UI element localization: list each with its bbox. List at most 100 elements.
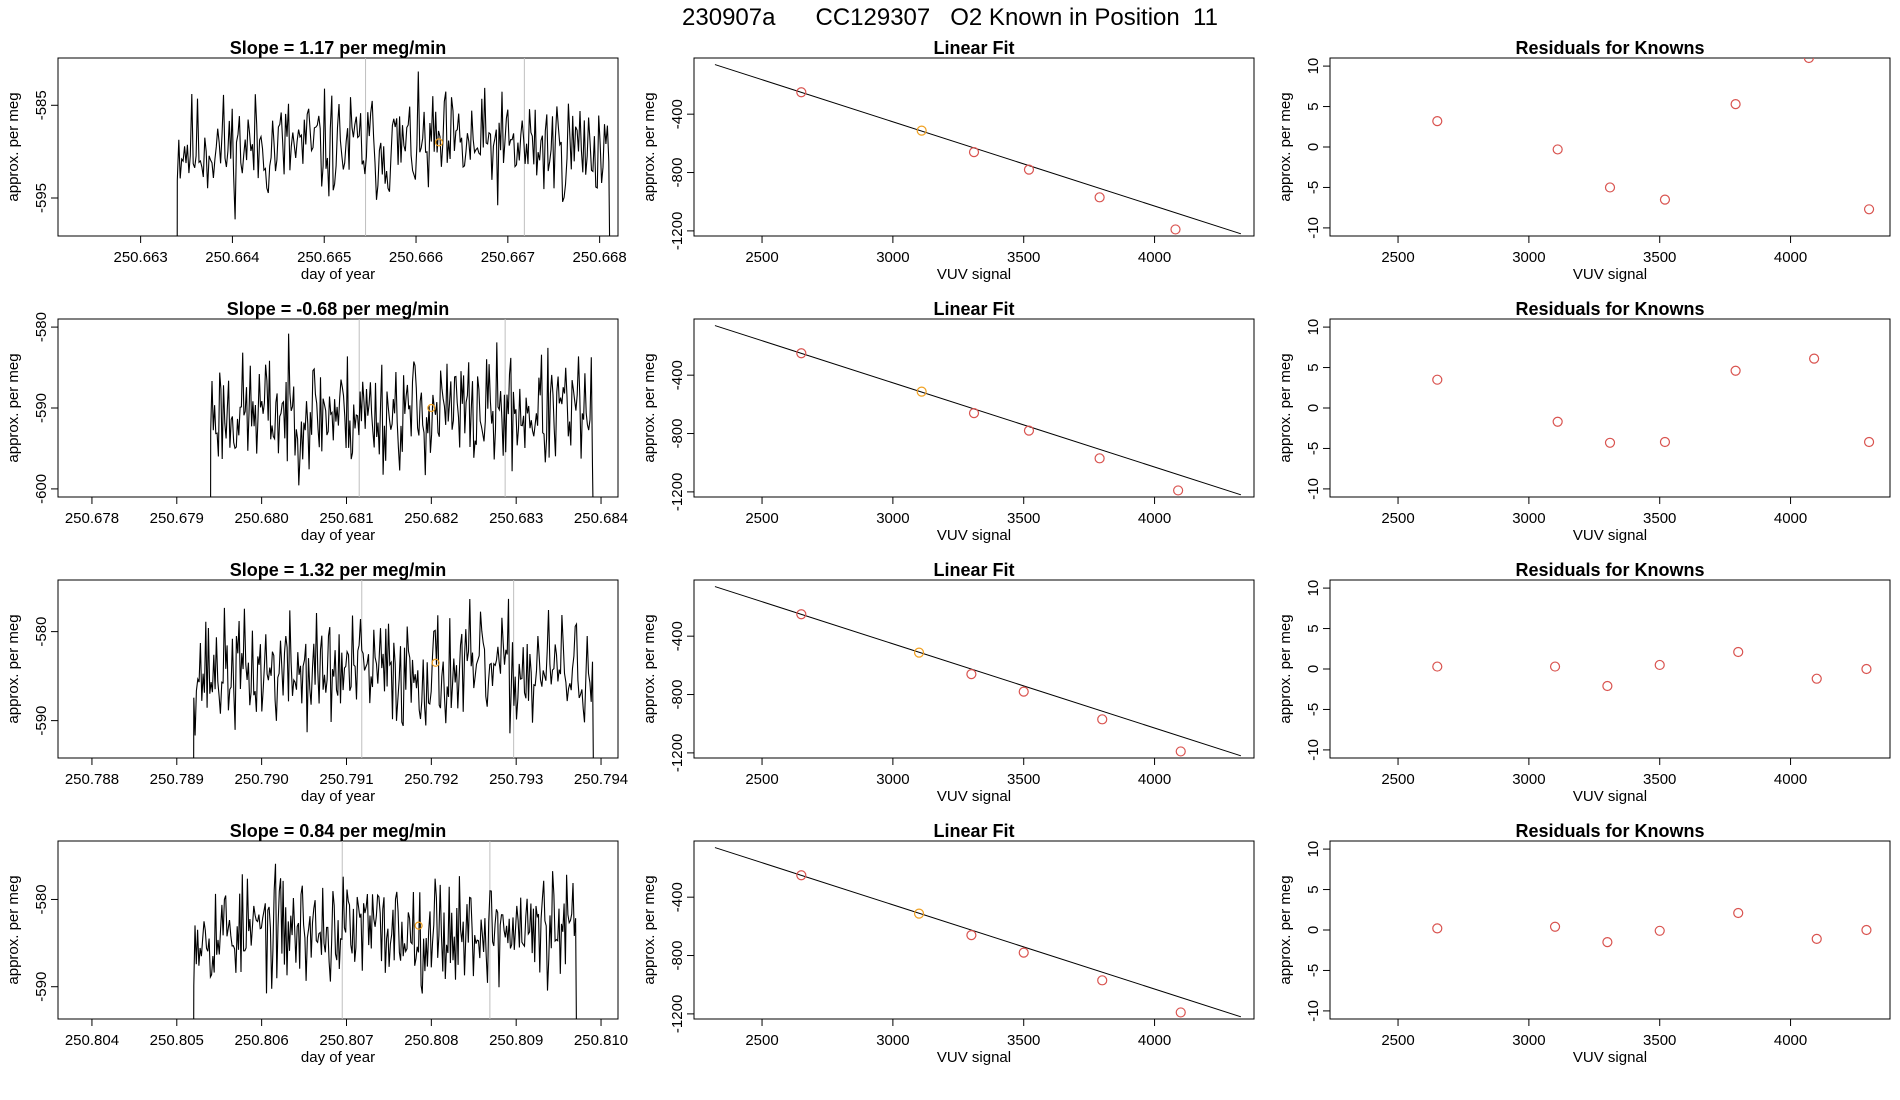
- plot-area: [714, 325, 1242, 496]
- x-axis-label: day of year: [301, 266, 375, 283]
- data-point: [1602, 680, 1613, 692]
- y-axis-label: approx. per meg: [5, 614, 22, 723]
- plot-area: [193, 580, 594, 758]
- x-tick-label: 3000: [876, 1032, 909, 1049]
- x-tick-label: 2500: [1381, 771, 1414, 788]
- data-point: [913, 908, 925, 919]
- x-tick-label: 250.666: [389, 249, 443, 266]
- y-axis-label: approx. per meg: [641, 92, 658, 201]
- data-point: [796, 348, 807, 359]
- chart-title: Slope = 1.17 per meg/min: [230, 38, 447, 58]
- y-tick-label: 0: [1305, 926, 1322, 934]
- y-tick-label: 10: [1305, 58, 1322, 75]
- x-tick-label: 4000: [1774, 1032, 1807, 1049]
- y-axis-label: approx. per meg: [641, 614, 658, 723]
- fit-line: [714, 847, 1242, 1018]
- x-tick-label: 250.807: [319, 1032, 373, 1049]
- y-tick-label: -400: [669, 360, 686, 390]
- figure-title-cylinder-id: CC129307: [815, 4, 931, 31]
- plot-frame: [693, 57, 1255, 237]
- data-point: [796, 87, 807, 98]
- data-point: [1552, 416, 1563, 427]
- highlight-point: [427, 403, 436, 413]
- chart-panel-r1c1: Linear Fit 2500 3000 3500 4000 VUV signal -400…: [641, 299, 1255, 544]
- figure-title-position: O2 Known in Position 11: [950, 4, 1218, 31]
- x-tick-label: 250.679: [150, 510, 204, 527]
- x-tick-label: 250.789: [150, 771, 204, 788]
- x-tick-label: 3000: [876, 249, 909, 266]
- data-point: [1226, 1025, 1235, 1034]
- x-tick-label: 250.683: [489, 510, 543, 527]
- figure-title-run-id: 230907a: [682, 4, 776, 31]
- x-tick-label: 3500: [1007, 771, 1040, 788]
- chart-title: Residuals for Knowns: [1515, 299, 1704, 319]
- plot-frame: [57, 840, 619, 1020]
- chart-title: Linear Fit: [933, 560, 1014, 580]
- chart-title: Linear Fit: [933, 299, 1014, 319]
- data-point: [796, 609, 807, 620]
- y-tick-label: -800: [669, 158, 686, 188]
- y-tick-label: -1200: [669, 734, 686, 772]
- x-tick-label: 250.792: [404, 771, 458, 788]
- y-tick-label: 5: [1305, 363, 1322, 371]
- x-axis-label: VUV signal: [1573, 266, 1647, 283]
- data-point: [1552, 144, 1563, 155]
- x-axis-label: VUV signal: [937, 527, 1011, 544]
- chart-panel-r3c0: Slope = 0.84 per meg/min 250.804 250.805 25…: [5, 821, 628, 1066]
- x-tick-label: 3500: [1643, 1032, 1676, 1049]
- x-tick-label: 250.805: [150, 1032, 204, 1049]
- chart-panel-r3c1: Linear Fit 2500 3000 3500 4000 VUV signal -400…: [641, 821, 1255, 1066]
- y-axis-label: approx. per meg: [1277, 353, 1294, 462]
- chart-title: Slope = 1.32 per meg/min: [230, 560, 447, 580]
- data-point: [1023, 425, 1035, 436]
- data-point: [1175, 1007, 1186, 1018]
- x-axis-label: VUV signal: [1573, 527, 1647, 544]
- x-tick-label: 3500: [1007, 1032, 1040, 1049]
- y-axis-label: approx. per meg: [1277, 92, 1294, 201]
- y-tick-label: -400: [669, 99, 686, 129]
- x-tick-label: 2500: [1381, 249, 1414, 266]
- plot-frame: [57, 57, 619, 237]
- y-tick-label: 10: [1305, 319, 1322, 336]
- y-tick-label: -5: [1305, 442, 1322, 455]
- x-axis-label: VUV signal: [1573, 1049, 1647, 1066]
- data-point: [913, 647, 925, 658]
- figure-title: 230907a CC129307 O2 Known in Position 11: [0, 4, 1900, 32]
- x-axis-label: VUV signal: [937, 788, 1011, 805]
- x-tick-label: 250.678: [65, 510, 119, 527]
- data-point: [1097, 975, 1108, 986]
- plot-area: [714, 64, 1242, 235]
- data-point: [1018, 947, 1029, 958]
- y-axis-label: approx. per meg: [641, 353, 658, 462]
- x-tick-label: 250.804: [65, 1032, 119, 1049]
- data-point: [1432, 923, 1443, 934]
- data-point: [1432, 661, 1443, 672]
- y-tick-label: 10: [1305, 580, 1322, 597]
- plot-area: [176, 58, 611, 236]
- series-line-signal: [193, 863, 577, 1019]
- data-point: [1861, 663, 1872, 675]
- chart-panel-r1c0: Slope = -0.68 per meg/min 250.678 250.679 2…: [5, 299, 628, 544]
- y-tick-label: 0: [1305, 404, 1322, 412]
- y-tick-label: -5: [1305, 964, 1322, 977]
- x-axis-label: VUV signal: [937, 266, 1011, 283]
- x-tick-label: 250.810: [574, 1032, 628, 1049]
- data-point: [1094, 453, 1105, 464]
- data-point: [1803, 58, 1814, 64]
- y-axis-label: approx. per meg: [5, 875, 22, 984]
- x-tick-label: 4000: [1138, 771, 1171, 788]
- data-point: [966, 669, 977, 680]
- data-point: [1094, 192, 1105, 203]
- data-point: [1226, 764, 1235, 773]
- x-tick-label: 250.790: [235, 771, 289, 788]
- data-point: [1659, 194, 1671, 205]
- plot-area: [714, 847, 1242, 1034]
- x-tick-label: 4000: [1774, 249, 1807, 266]
- y-tick-label: -1200: [669, 212, 686, 250]
- x-axis-label: day of year: [301, 527, 375, 544]
- y-tick-label: -10: [1305, 217, 1322, 239]
- y-axis-label: approx. per meg: [5, 92, 22, 201]
- data-point: [1733, 646, 1744, 658]
- x-tick-label: 250.684: [574, 510, 628, 527]
